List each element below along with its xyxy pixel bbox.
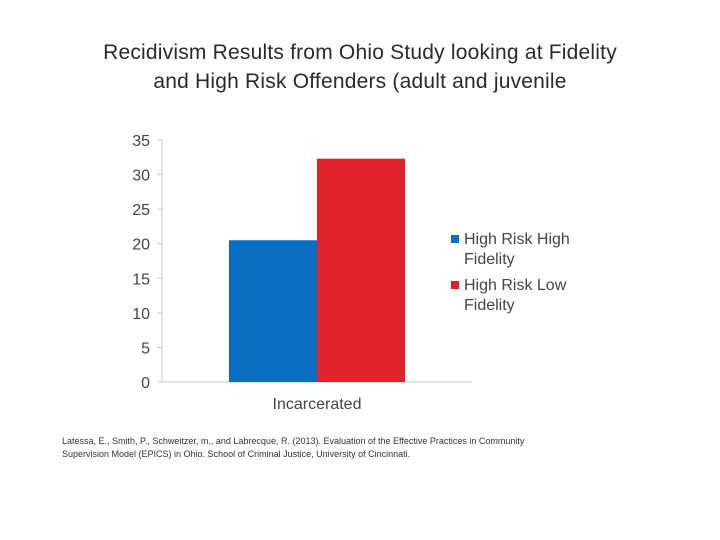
y-tick-label: 15 [132,271,150,288]
citation: Latessa, E., Smith, P., Schweitzer, m., … [62,435,662,461]
title-line-1: Recidivism Results from Ohio Study looki… [103,41,617,64]
legend-label-line-2: Fidelity [464,251,515,268]
bar-high-risk-low-fidelity [317,158,405,382]
citation-line-1: Latessa, E., Smith, P., Schweitzer, m., … [62,436,525,446]
title-line-2: and High Risk Offenders (adult and juven… [153,70,567,93]
y-tick-label: 10 [132,306,150,323]
y-tick-label: 20 [132,237,150,254]
y-tick-label: 25 [132,202,150,219]
legend-label-line-2: Fidelity [464,297,515,314]
slide-title: Recidivism Results from Ohio Study looki… [20,38,700,96]
y-tick-label: 30 [132,168,150,185]
legend-label-line-1: High Risk Low [464,277,567,294]
y-tick-label: 35 [132,133,150,150]
bar-high-risk-high-fidelity [229,240,317,382]
legend-swatch [451,281,459,289]
y-tick-label: 5 [141,340,150,357]
x-category-label: Incarcerated [273,396,362,413]
citation-line-2: Supervision Model (EPICS) in Ohio. Schoo… [62,449,411,459]
y-tick-label: 0 [141,375,150,392]
legend-swatch [451,235,459,243]
legend-label-line-1: High Risk High [464,231,570,248]
